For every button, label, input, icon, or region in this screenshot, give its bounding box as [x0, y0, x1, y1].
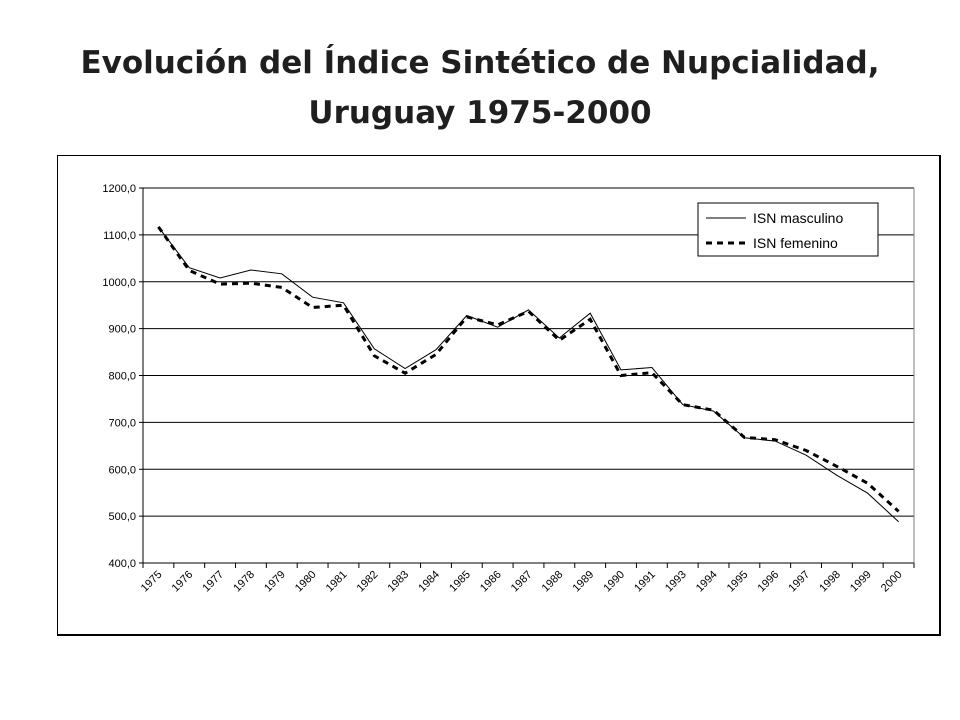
x-tick-label: 1984 [416, 569, 442, 595]
slide-title-line-1: Evolución del Índice Sintético de Nupcia… [80, 45, 880, 81]
y-tick-label: 400,0 [108, 558, 136, 570]
y-tick-label: 1000,0 [102, 277, 136, 289]
x-tick-label: 1983 [385, 569, 411, 595]
y-tick-label: 900,0 [108, 324, 136, 336]
legend-label: ISN masculino [753, 210, 843, 226]
x-tick-label: 1982 [355, 569, 381, 595]
x-tick-label: 1980 [293, 569, 319, 595]
x-tick-label: 1991 [632, 569, 658, 595]
series-line-femenino [157, 226, 900, 513]
y-tick-label: 600,0 [108, 464, 136, 476]
x-tick-label: 1988 [540, 569, 566, 595]
series-line-masculino [158, 226, 899, 523]
x-tick-label: 1975 [139, 569, 165, 595]
y-tick-label: 1200,0 [102, 183, 136, 195]
legend-box [697, 202, 879, 257]
x-tick-label: 1998 [817, 569, 843, 595]
x-tick-label: 1976 [170, 569, 196, 595]
x-tick-label: 1999 [848, 569, 874, 595]
legend-label: ISN femenino [753, 235, 838, 251]
y-tick-label: 800,0 [108, 371, 136, 383]
x-tick-label: 1979 [262, 569, 288, 595]
slide-title: Evolución del Índice Sintético de Nupcia… [0, 38, 960, 138]
x-tick-label: 1985 [447, 569, 473, 595]
y-tick-label: 700,0 [108, 417, 136, 429]
x-tick-label: 1990 [601, 569, 627, 595]
x-tick-label: 1989 [571, 569, 597, 595]
x-tick-label: 1996 [756, 569, 782, 595]
y-tick-label: 1100,0 [103, 230, 136, 242]
x-tick-label: 1981 [324, 569, 350, 595]
y-tick-label: 500,0 [108, 511, 136, 523]
x-tick-label: 1994 [694, 569, 720, 595]
x-tick-label: 1993 [663, 569, 689, 595]
x-tick-label: 1986 [478, 569, 504, 595]
x-tick-label: 1977 [200, 569, 226, 595]
x-tick-label: 1997 [786, 569, 812, 595]
slide-title-line-2: Uruguay 1975-2000 [308, 95, 652, 131]
x-tick-label: 1978 [231, 569, 257, 595]
x-tick-label: 2000 [879, 569, 905, 595]
x-tick-label: 1987 [509, 569, 535, 595]
x-tick-label: 1995 [725, 569, 751, 595]
